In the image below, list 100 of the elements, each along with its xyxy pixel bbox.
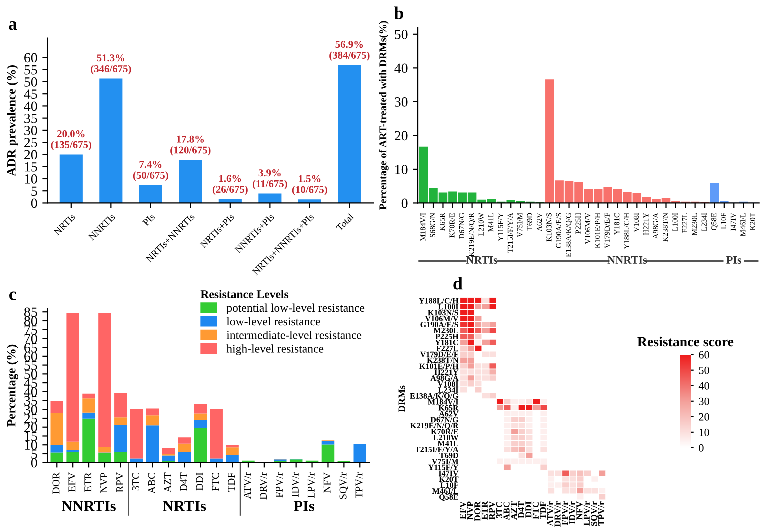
y-axis-title: ADR prevalence (%) — [7, 66, 18, 176]
text: NRTIs — [466, 256, 498, 264]
data-label: 7.4% (50/675) — [133, 161, 168, 182]
x-tick-label: TPV/r — [598, 502, 605, 526]
y-tick-label: 30 — [24, 405, 38, 415]
y-tick-label: 45 — [24, 90, 38, 100]
y-tick-label: K219E/N/Q/R — [410, 423, 459, 430]
x-tick-label: ABC — [504, 502, 510, 520]
data-label: 56.9% (384/675) — [330, 41, 370, 62]
y-tick-label: 80 — [24, 316, 38, 326]
y-tick-label: 45 — [24, 378, 38, 388]
y-tick-label: 55 — [24, 361, 38, 370]
y-tick-label: 65 — [24, 343, 38, 353]
y-tick-label: 15 — [25, 162, 38, 172]
x-tick-label: FPV/r — [562, 502, 568, 526]
x-tick-label: EFV — [68, 472, 76, 492]
color-bar-label: 0 — [699, 444, 704, 452]
x-tick-label: LPV/r — [584, 502, 590, 526]
x-tick-label: DRV/r — [554, 502, 561, 528]
x-tick-label: 3TC — [132, 473, 140, 491]
x-tick-label: TDF — [228, 472, 236, 492]
x-tick-label: RPV — [116, 472, 124, 493]
y-tick-label: 20 — [395, 131, 408, 141]
color-bar-label: 40 — [698, 382, 710, 390]
y-tick-label: 15 — [25, 432, 38, 442]
x-tick-label: NFV — [324, 472, 331, 494]
y-tick-label: Y181C — [435, 340, 458, 346]
x-tick-label: ETR — [482, 501, 488, 520]
y-tick-label: G190A/E/S — [420, 322, 458, 328]
y-tick-label: 10 — [25, 440, 38, 450]
x-tick-label: SQV/r — [340, 472, 348, 500]
y-tick-label: T215I/F/Y/A — [415, 447, 459, 452]
color-bar-label: 60 — [699, 351, 710, 359]
y-tick-label: K70R/E — [431, 429, 458, 435]
x-tick-label: D4T — [518, 502, 524, 518]
y-tick-label: 40 — [394, 64, 408, 74]
x-tick-label: ETR — [84, 472, 92, 492]
y-axis-title: Percentage (%) — [6, 344, 18, 427]
y-tick-label: 50 — [24, 78, 38, 87]
y-tick-label: A98G/A — [430, 376, 459, 382]
data-label: 51.3% (346/675) — [91, 54, 132, 75]
x-tick-label: NVP — [467, 502, 474, 520]
data-label: 1.5% (10/675) — [292, 175, 328, 196]
y-tick-label: H221Y — [434, 370, 459, 376]
x-tick-label: SQV/r — [591, 502, 599, 526]
y-axis-title: Percentage of ART-treated with DRMs(%) — [379, 21, 389, 210]
y-tick-label: 35 — [24, 114, 38, 124]
data-label: 20.0% (135/675) — [51, 130, 92, 151]
x-tick-label: TDF — [540, 502, 546, 520]
y-tick-label: K238T/N — [427, 358, 459, 364]
chart-title: a — [9, 22, 18, 30]
x-tick-label: ATV/r — [547, 502, 554, 526]
y-tick-label: V179D/E/F — [420, 352, 458, 358]
color-bar-label: 20 — [699, 413, 710, 421]
x-tick-label: NVP — [100, 472, 108, 494]
chart-title: c — [10, 292, 16, 300]
y-tick-label: F227L — [436, 346, 458, 352]
y-tick-label: 30 — [24, 126, 38, 136]
x-tick-label: FTC — [212, 473, 220, 492]
x-tick-label: AZT — [164, 472, 172, 493]
x-tick-label: DRV/r — [260, 472, 268, 500]
y-tick-label: 0 — [402, 198, 408, 208]
y-tick-label: A62V — [439, 411, 459, 417]
y-tick-label: 20 — [24, 150, 38, 160]
x-tick-label: RPV — [489, 502, 496, 520]
x-tick-label: TPV/r — [356, 472, 363, 498]
y-tick-label: 75 — [24, 326, 38, 335]
y-tick-label: 0 — [31, 198, 38, 208]
y-tick-label: 60 — [24, 352, 38, 362]
y-tick-label: 85 — [24, 308, 38, 318]
y-tick-label: 50 — [395, 30, 408, 40]
y-tick-label: K101E/P/H — [420, 364, 459, 370]
y-tick-label: 10 — [25, 174, 38, 184]
x-tick-label: DOR — [474, 501, 481, 522]
y-tick-label: 0 — [31, 458, 38, 468]
legend-label: high-level resistance — [226, 344, 324, 356]
y-tick-label: L210W — [433, 435, 459, 441]
y-tick-label: 50 — [24, 370, 38, 380]
x-tick-label: EFV — [460, 502, 466, 520]
chart-title: b — [394, 6, 404, 20]
y-tick-label: 30 — [395, 98, 408, 107]
legend-label: intermediate-level resistance — [226, 330, 362, 340]
y-tick-label: 70 — [24, 334, 38, 344]
legend-label: potential low-level resistance — [226, 304, 365, 314]
y-tick-label: K103N/S — [428, 310, 458, 316]
x-tick-label: LPV/r — [308, 472, 315, 498]
x-tick-label: FPV/r — [276, 472, 284, 498]
y-tick-label: 25 — [24, 414, 38, 424]
x-tick-label: D4T — [180, 472, 188, 492]
x-tick-label: IDV/r — [569, 502, 576, 524]
data-label: 17.8% (120/675) — [170, 136, 211, 156]
y-tick-label: 40 — [24, 102, 38, 112]
y-tick-label: K65R — [438, 405, 459, 411]
color-bar-title: Resistance score — [638, 336, 734, 347]
x-tick-label: DOR — [52, 472, 60, 494]
legend-label: low-level resistance — [226, 317, 320, 326]
y-tick-label: V108I — [438, 382, 459, 388]
x-tick-label: FTC — [532, 502, 539, 520]
y-tick-label: T69D — [440, 452, 458, 458]
y-tick-label: L100I — [438, 304, 459, 310]
